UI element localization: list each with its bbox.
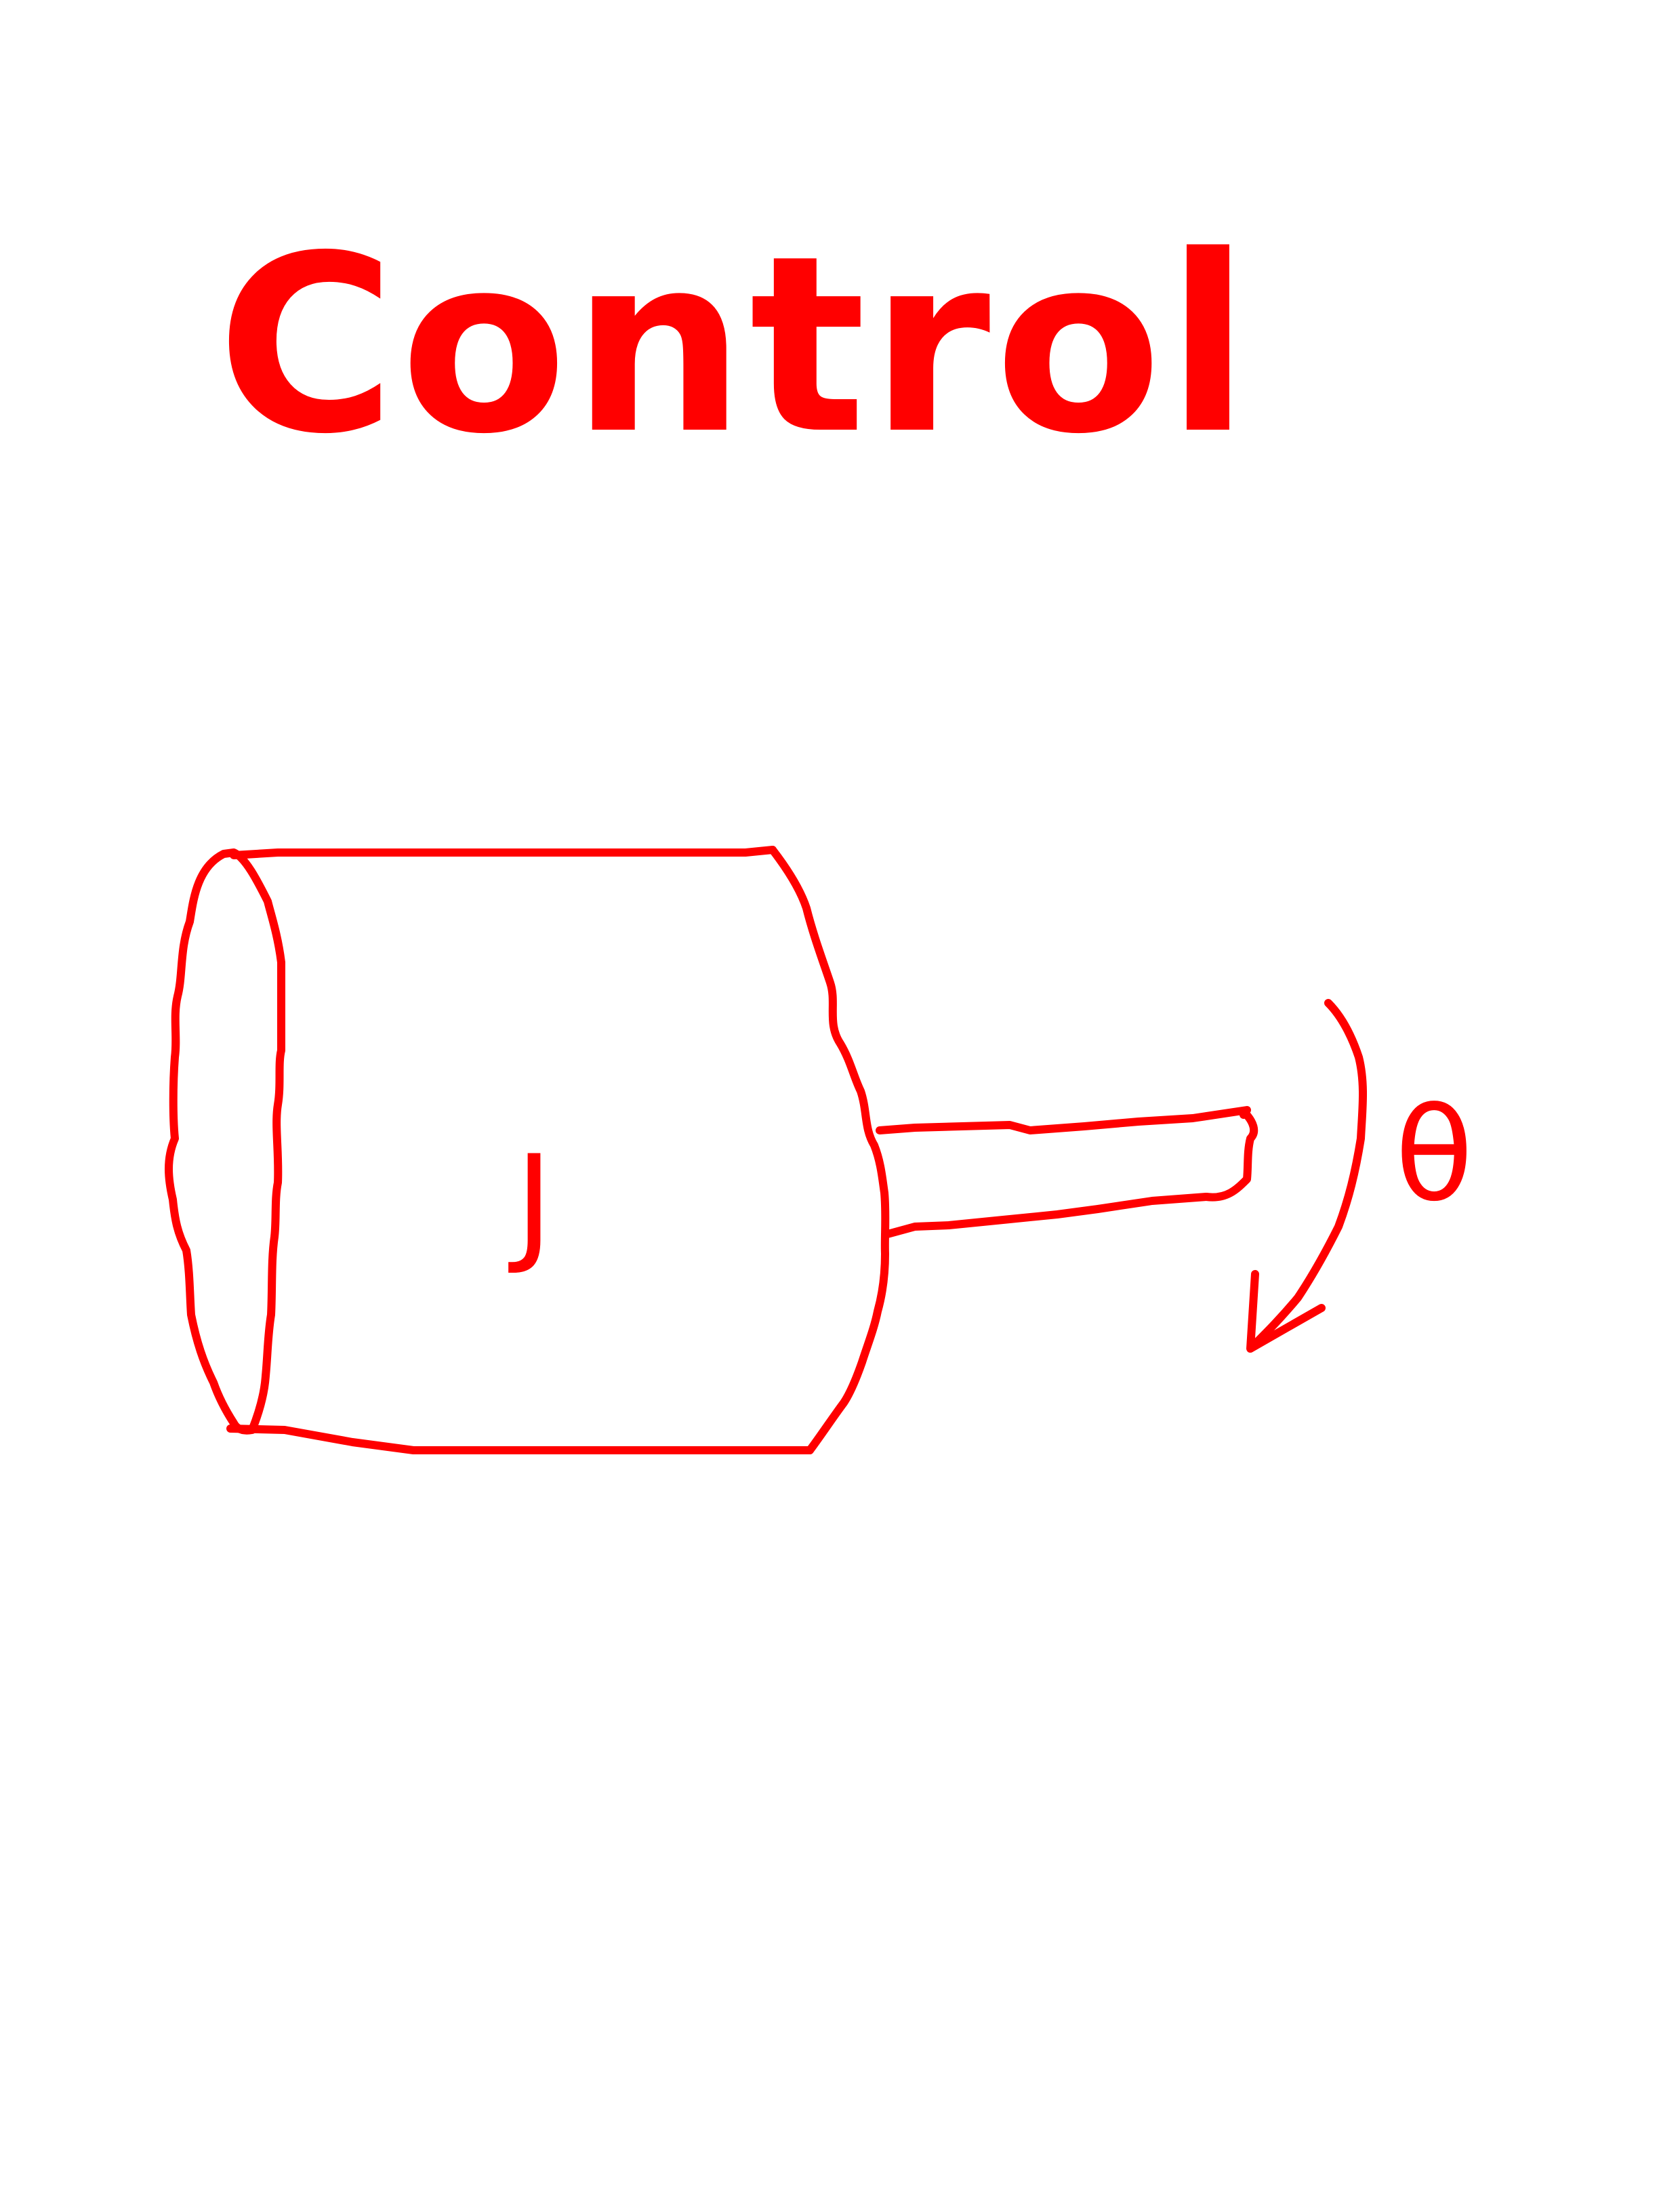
page-title: Control [217, 203, 1254, 487]
rotation-arrow-head [1246, 1270, 1326, 1353]
drum-top-edge [230, 846, 777, 859]
shaft [876, 1106, 1258, 1239]
shaft-end [1202, 1107, 1258, 1202]
drum-bottom-edge [226, 1425, 814, 1454]
inertia-label: J [508, 1128, 553, 1277]
angle-label: θ [1395, 1080, 1473, 1230]
rotation-arrow-arc [1250, 999, 1367, 1349]
shaft-top-edge [876, 1106, 1251, 1134]
shaft-bottom-edge [881, 1193, 1210, 1239]
rotation-arrow [1246, 999, 1367, 1353]
inertia-drum [165, 846, 890, 1454]
drum-left-end [165, 848, 286, 1435]
drum-right-face [769, 846, 890, 1454]
